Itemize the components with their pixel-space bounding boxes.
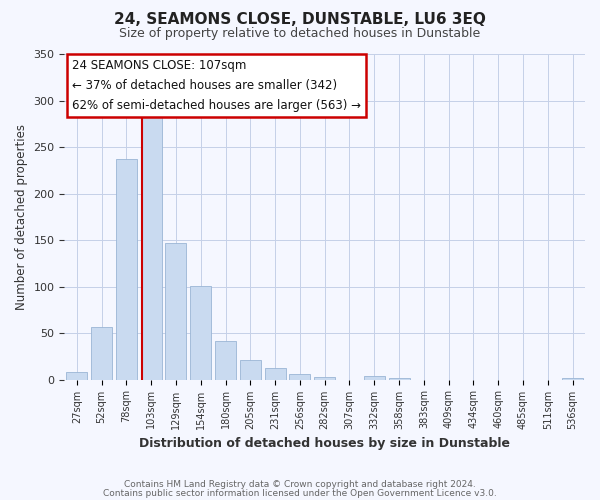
- Bar: [140, 109, 162, 380]
- Bar: [91, 326, 112, 380]
- Bar: [116, 159, 137, 380]
- Bar: [240, 360, 261, 380]
- Bar: [215, 340, 236, 380]
- Bar: [190, 286, 211, 380]
- Bar: [66, 372, 88, 380]
- Bar: [265, 368, 286, 380]
- Y-axis label: Number of detached properties: Number of detached properties: [15, 124, 28, 310]
- Text: 24 SEAMONS CLOSE: 107sqm
← 37% of detached houses are smaller (342)
62% of semi-: 24 SEAMONS CLOSE: 107sqm ← 37% of detach…: [72, 59, 361, 112]
- Bar: [364, 376, 385, 380]
- Text: Contains public sector information licensed under the Open Government Licence v3: Contains public sector information licen…: [103, 488, 497, 498]
- Text: Contains HM Land Registry data © Crown copyright and database right 2024.: Contains HM Land Registry data © Crown c…: [124, 480, 476, 489]
- Bar: [289, 374, 310, 380]
- Bar: [166, 243, 187, 380]
- Text: 24, SEAMONS CLOSE, DUNSTABLE, LU6 3EQ: 24, SEAMONS CLOSE, DUNSTABLE, LU6 3EQ: [114, 12, 486, 28]
- X-axis label: Distribution of detached houses by size in Dunstable: Distribution of detached houses by size …: [139, 437, 510, 450]
- Bar: [562, 378, 583, 380]
- Bar: [314, 377, 335, 380]
- Text: Size of property relative to detached houses in Dunstable: Size of property relative to detached ho…: [119, 28, 481, 40]
- Bar: [389, 378, 410, 380]
